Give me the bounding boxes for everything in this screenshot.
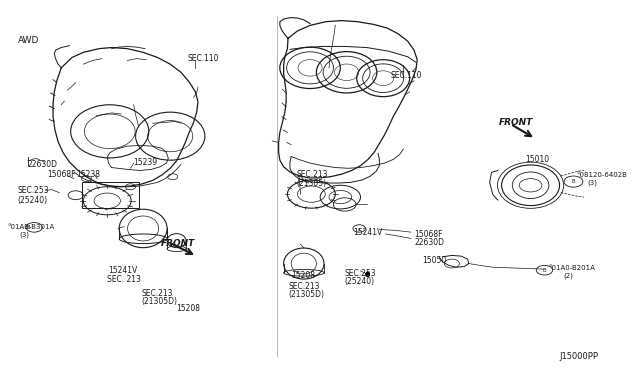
Text: (21305): (21305): [296, 179, 326, 187]
Text: 15239: 15239: [134, 157, 158, 167]
Text: (3): (3): [588, 180, 597, 186]
Text: 15208: 15208: [177, 304, 200, 313]
Text: (2): (2): [563, 273, 573, 279]
Text: (3): (3): [19, 231, 29, 238]
Text: SEC.213: SEC.213: [141, 289, 173, 298]
Text: SEC.213: SEC.213: [296, 170, 328, 179]
Text: SEC.253: SEC.253: [18, 186, 49, 195]
Text: SEC.110: SEC.110: [188, 54, 219, 63]
Text: 15068F: 15068F: [47, 170, 76, 179]
Text: 15050: 15050: [422, 256, 447, 265]
Text: J15000PP: J15000PP: [559, 352, 598, 361]
Text: °08120-6402B: °08120-6402B: [576, 172, 627, 178]
Text: SEC.213: SEC.213: [288, 282, 319, 291]
Text: B: B: [543, 268, 547, 273]
Text: FRONT: FRONT: [499, 118, 533, 127]
Text: 15241V: 15241V: [353, 228, 382, 237]
Text: (21305D): (21305D): [288, 290, 324, 299]
Text: B: B: [26, 225, 29, 230]
Text: °01A0-B201A: °01A0-B201A: [548, 265, 595, 271]
Text: B: B: [572, 179, 575, 184]
Text: (25240): (25240): [18, 196, 48, 205]
Text: 15068F: 15068F: [414, 230, 442, 239]
Text: °01AB-B301A: °01AB-B301A: [8, 224, 55, 230]
Text: 15241V: 15241V: [109, 266, 138, 275]
Text: 15010: 15010: [525, 155, 550, 164]
Text: (21305D): (21305D): [141, 297, 177, 306]
Text: SEC.253: SEC.253: [344, 269, 376, 278]
Text: FRONT: FRONT: [161, 239, 195, 248]
Text: SEC.110: SEC.110: [391, 71, 422, 80]
Text: (25240): (25240): [344, 278, 374, 286]
Text: 22630D: 22630D: [28, 160, 58, 169]
Text: 15208: 15208: [291, 271, 315, 280]
Text: 22630D: 22630D: [414, 238, 444, 247]
Text: SEC. 213: SEC. 213: [108, 275, 141, 283]
Text: AWD: AWD: [19, 36, 40, 45]
Text: 15238: 15238: [76, 170, 100, 179]
